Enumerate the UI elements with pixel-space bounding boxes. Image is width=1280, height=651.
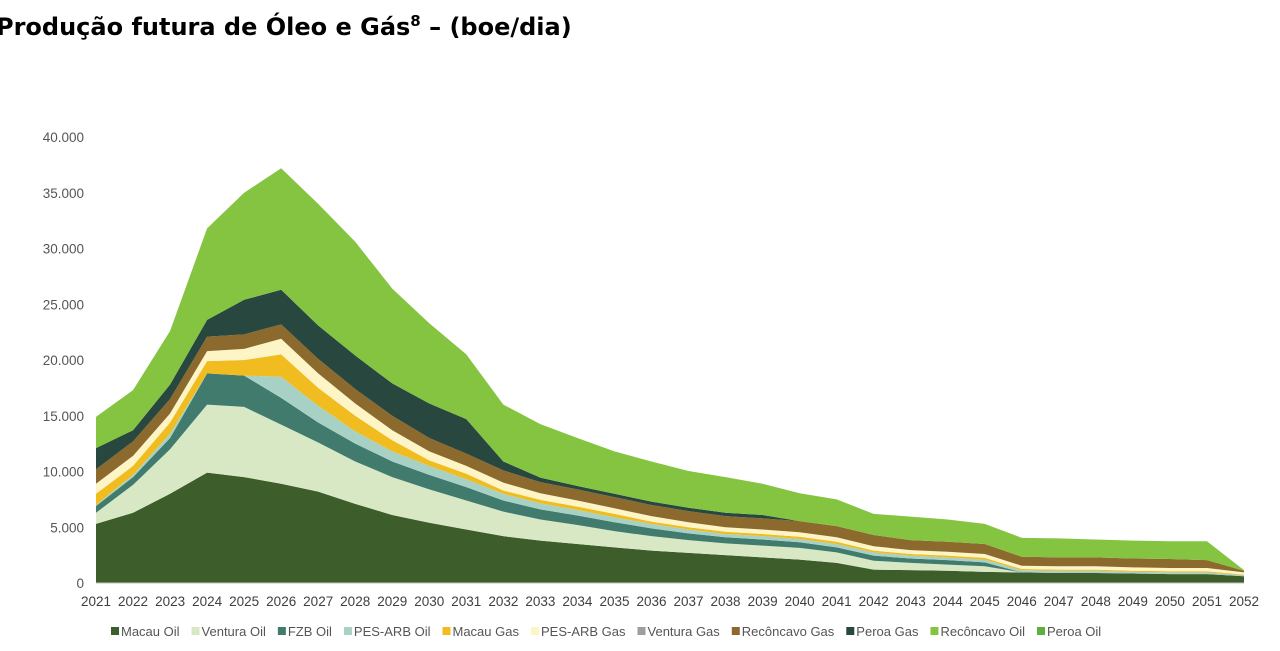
x-tick-label: 2051 [1192, 594, 1222, 609]
area-reconcavo-oil [96, 168, 1244, 571]
x-tick-label: 2024 [192, 594, 223, 609]
legend-label-macau-oil: Macau Oil [121, 624, 180, 639]
y-tick-label: 40.000 [43, 130, 84, 145]
chart-title-unit: – (boe/dia) [420, 13, 572, 41]
x-tick-label: 2022 [118, 594, 148, 609]
x-tick-label: 2052 [1229, 594, 1259, 609]
x-tick-label: 2034 [562, 594, 593, 609]
area-ventura-oil [96, 404, 1244, 577]
legend-swatch-fzb-oil [277, 627, 286, 635]
x-tick-label: 2032 [488, 594, 518, 609]
legend-label-reconcavo-oil: Recôncavo Oil [940, 624, 1025, 639]
legend-label-macau-gas: Macau Gas [453, 624, 520, 639]
legend-label-peroa-oil: Peroa Oil [1047, 624, 1101, 639]
x-tick-label: 2037 [673, 594, 703, 609]
x-axis: 2021 2022 2023 2024 2025 2026 2027 2028 2029 2030… [81, 582, 1259, 609]
legend-swatch-ventura-gas [637, 627, 646, 635]
x-tick-label: 2048 [1081, 594, 1111, 609]
legend-swatch-macau-oil [111, 627, 119, 635]
x-tick-label: 2027 [303, 594, 333, 609]
legend-label-pes-arb-oil: PES-ARB Oil [354, 624, 431, 639]
x-tick-label: 2049 [1118, 594, 1148, 609]
y-tick-label: 25.000 [43, 297, 84, 312]
x-tick-label: 2029 [377, 594, 407, 609]
area-fzb-oil [96, 373, 1244, 577]
y-tick-label: 0 [76, 576, 84, 591]
legend-label-pes-arb-gas: PES-ARB Gas [541, 624, 626, 639]
area-series-group [96, 168, 1244, 583]
x-tick-label: 2038 [710, 594, 740, 609]
x-tick-label: 2046 [1007, 594, 1037, 609]
legend: Macau Oil Ventura Oil FZB Oil PES-ARB Oil Ma… [111, 624, 1101, 639]
y-tick-label: 10.000 [43, 465, 84, 480]
x-tick-label: 2045 [970, 594, 1000, 609]
y-axis: 0 5.000 10.000 15.000 20.000 25.000 30.000 35.0… [43, 130, 84, 591]
x-tick-label: 2028 [340, 594, 370, 609]
x-tick-label: 2036 [636, 594, 666, 609]
y-tick-label: 30.000 [43, 242, 84, 257]
legend-label-reconcavo-gas: Recôncavo Gas [742, 624, 835, 639]
legend-swatch-peroa-oil [1037, 627, 1045, 635]
y-tick-label: 20.000 [43, 353, 84, 368]
x-tick-label: 2031 [451, 594, 481, 609]
x-tick-label: 2033 [525, 594, 555, 609]
x-tick-label: 2041 [822, 594, 852, 609]
y-tick-label: 15.000 [43, 409, 84, 424]
legend-label-fzb-oil: FZB Oil [288, 624, 332, 639]
x-tick-label: 2040 [785, 594, 815, 609]
chart-title: Produção futura de Óleo e Gás8 – (boe/di… [0, 12, 572, 41]
area-reconcavo-gas [96, 324, 1244, 573]
x-tick-label: 2026 [266, 594, 296, 609]
legend-swatch-reconcavo-gas [731, 627, 740, 635]
x-tick-label: 2043 [896, 594, 926, 609]
x-tick-label: 2023 [155, 594, 185, 609]
x-tick-label: 2042 [859, 594, 889, 609]
area-macau-oil [96, 472, 1244, 583]
legend-swatch-reconcavo-oil [930, 627, 939, 635]
x-tick-label: 2039 [748, 594, 778, 609]
x-tick-label: 2030 [414, 594, 444, 609]
x-tick-label: 2044 [933, 594, 964, 609]
chart-title-main: Produção futura de Óleo e Gás [0, 13, 411, 41]
legend-swatch-pes-arb-oil [343, 627, 352, 635]
x-tick-label: 2021 [81, 594, 111, 609]
x-tick-label: 2025 [229, 594, 259, 609]
y-tick-label: 5.000 [50, 520, 84, 535]
y-tick-label: 35.000 [43, 186, 84, 201]
legend-label-ventura-oil: Ventura Oil [202, 624, 266, 639]
legend-label-ventura-gas: Ventura Gas [648, 624, 721, 639]
legend-swatch-peroa-gas [846, 627, 855, 635]
legend-label-peroa-gas: Peroa Gas [856, 624, 919, 639]
legend-swatch-macau-gas [442, 627, 451, 635]
x-tick-label: 2035 [599, 594, 629, 609]
x-tick-label: 2050 [1155, 594, 1185, 609]
chart-title-footnote: 8 [410, 12, 421, 30]
x-tick-label: 2047 [1044, 594, 1074, 609]
legend-swatch-ventura-oil [191, 627, 200, 635]
legend-swatch-pes-arb-gas [530, 627, 539, 635]
